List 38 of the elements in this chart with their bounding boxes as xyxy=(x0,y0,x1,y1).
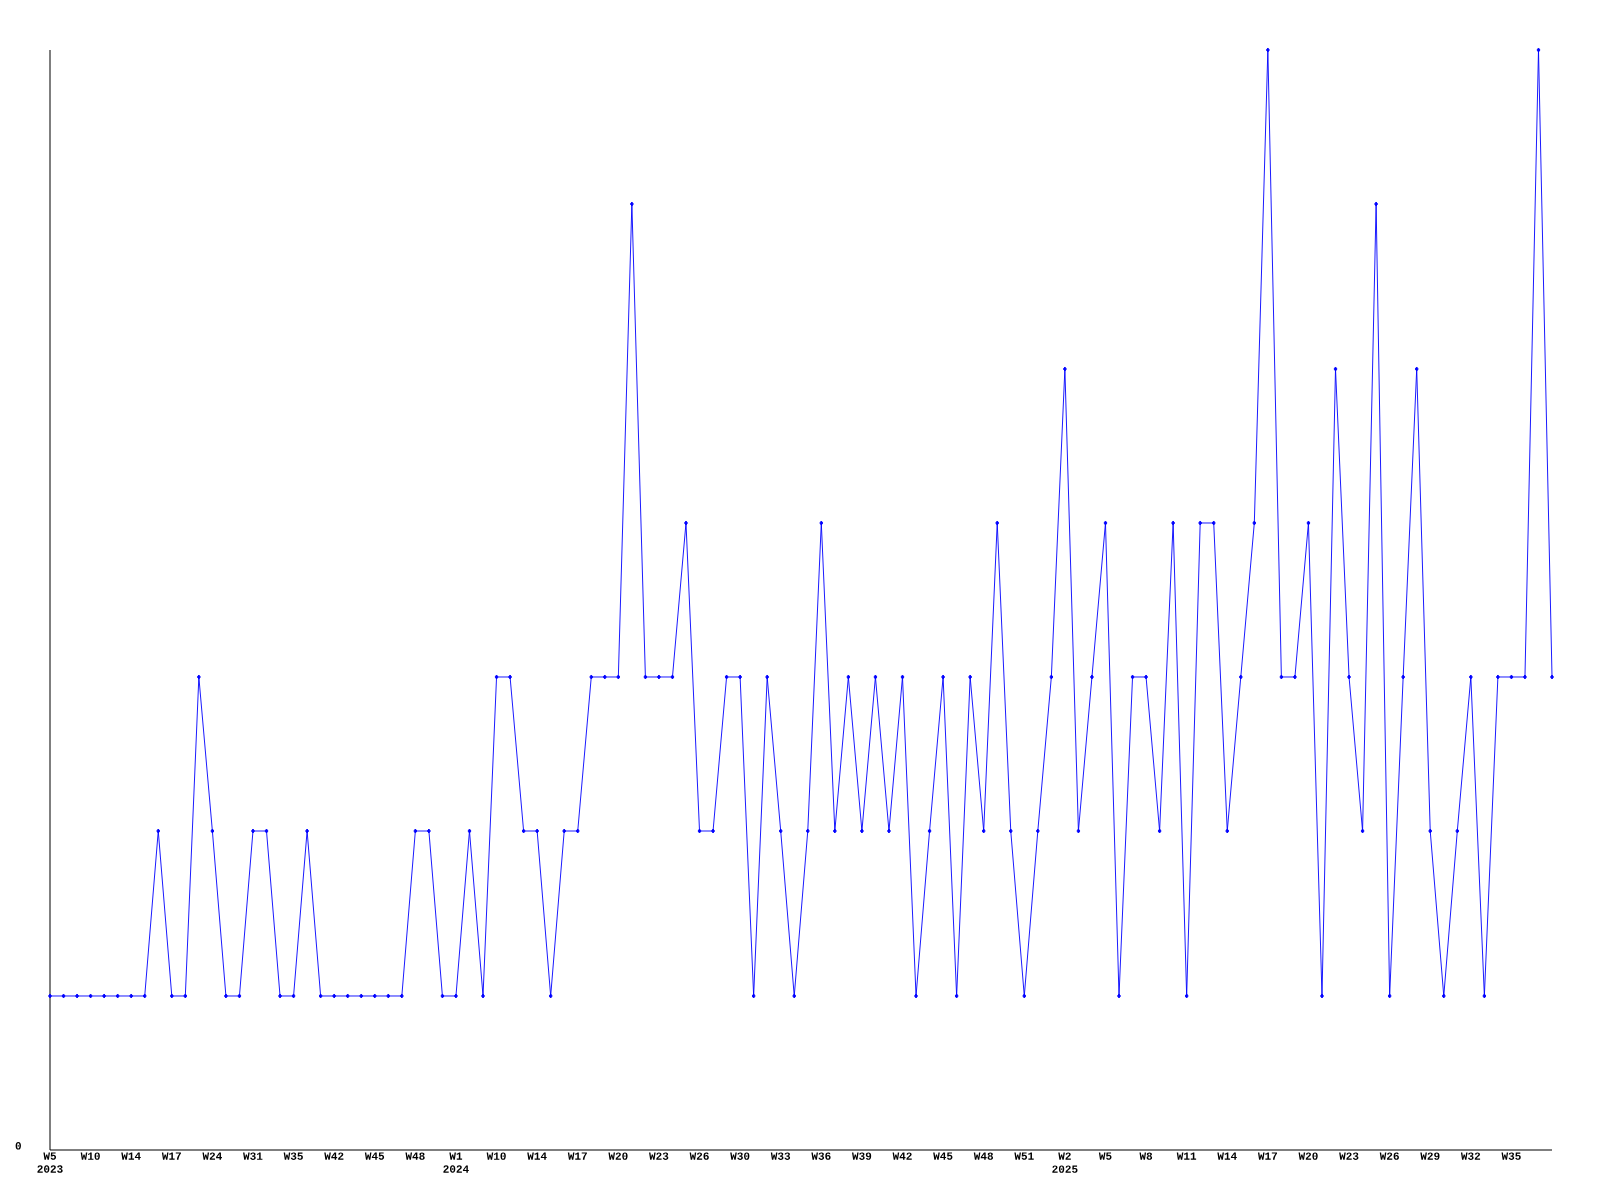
x-tick-label: W24 xyxy=(202,1152,222,1160)
x-tick-label: W32 xyxy=(1460,1152,1481,1160)
x-tick-label: W17 xyxy=(161,1152,181,1160)
x-tick-label: W30 xyxy=(730,1152,750,1160)
x-tick-label: W31 xyxy=(243,1152,263,1160)
x-tick-label: W39 xyxy=(852,1152,872,1160)
x-tick-label: W17 xyxy=(567,1152,587,1160)
x-tick-label: W23 xyxy=(1339,1152,1359,1160)
x-tick-label: W11 xyxy=(1176,1152,1197,1160)
x-tick-label: W29 xyxy=(1420,1152,1440,1160)
x-tick-label: W1 2024 xyxy=(443,1152,469,1173)
x-tick-label: W2 2025 xyxy=(1052,1152,1078,1173)
x-tick-label: W5 xyxy=(1098,1152,1112,1160)
x-tick-label: W14 xyxy=(121,1152,141,1160)
x-tick-label: W42 xyxy=(892,1152,912,1160)
x-tick-label: W14 xyxy=(1217,1152,1237,1160)
x-tick-label: W26 xyxy=(689,1152,709,1160)
x-tick-label: W45 xyxy=(933,1152,953,1160)
x-tick-label: W48 xyxy=(405,1152,425,1160)
x-tick-label: W20 xyxy=(608,1152,628,1160)
x-tick-label: W35 xyxy=(1501,1152,1521,1160)
x-tick-label: W35 xyxy=(283,1152,303,1160)
x-tick-label: W14 xyxy=(527,1152,547,1160)
x-tick-label: W36 xyxy=(811,1152,831,1160)
x-tick-label: W33 xyxy=(770,1152,791,1160)
x-tick-label: W17 xyxy=(1257,1152,1278,1160)
x-tick-label: W20 xyxy=(1298,1152,1318,1160)
x-tick-label: W10 xyxy=(80,1152,100,1160)
x-tick-label: W48 xyxy=(973,1152,994,1160)
x-tick-label: W26 xyxy=(1379,1152,1399,1160)
x-tick-label: W5 2023 xyxy=(37,1152,63,1173)
x-tick-label: W45 xyxy=(364,1152,385,1160)
x-tick-label: W8 xyxy=(1139,1152,1153,1160)
x-tick-label: W23 xyxy=(649,1152,669,1160)
x-tick-label: W42 xyxy=(324,1152,344,1160)
x-tick-label: W10 xyxy=(486,1152,506,1160)
text: 0 xyxy=(15,1142,21,1150)
x-tick-label: W51 xyxy=(1014,1152,1034,1160)
